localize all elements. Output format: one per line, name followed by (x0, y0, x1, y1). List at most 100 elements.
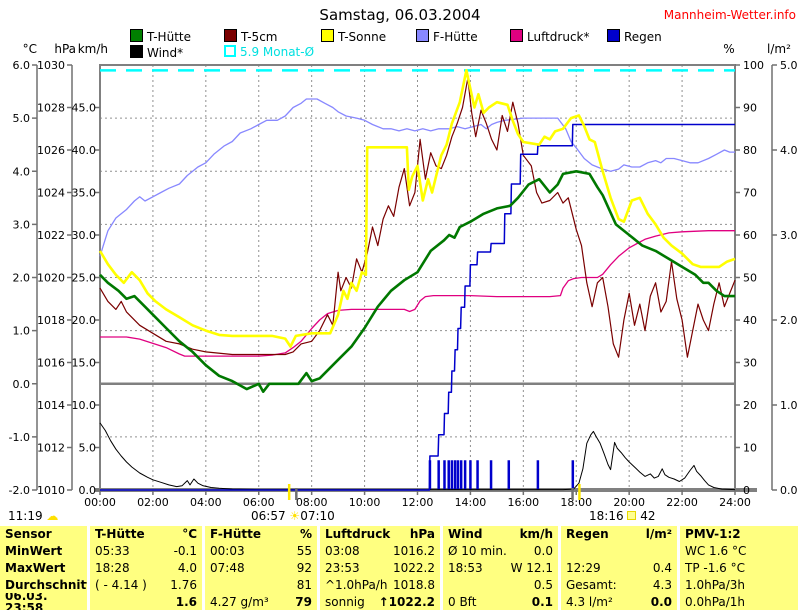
svg-text:l/m²: l/m² (767, 42, 791, 56)
series-t-h-tte (99, 170, 735, 394)
legend-item-t-sonne: T-Sonne (321, 29, 386, 44)
svg-text:4.0: 4.0 (13, 165, 31, 178)
svg-text:5.0: 5.0 (13, 112, 31, 125)
svg-text:60: 60 (743, 229, 757, 242)
sunshine-duration: 11:19 ☁︎ (8, 509, 59, 523)
table-row: Wind km/h (443, 526, 558, 543)
svg-text:10.0: 10.0 (72, 399, 97, 412)
legend-item-luftdruck-: Luftdruck* (510, 29, 590, 44)
cell-label: Durchschnitt (5, 577, 87, 592)
cell-value: 4.3 (652, 577, 672, 592)
svg-text:22:00: 22:00 (666, 496, 698, 509)
cell-value: 1.76 (170, 577, 197, 592)
svg-text:0.0: 0.0 (13, 378, 31, 391)
svg-text:2.0: 2.0 (13, 272, 31, 285)
table-row: 0.0hPa/1h (680, 593, 798, 610)
site-link[interactable]: Mannheim-Wetter.info (663, 8, 796, 22)
svg-text:1.0: 1.0 (13, 325, 31, 338)
legend-swatch-icon (416, 29, 429, 42)
column-sensor: Sensor MinWert MaxWert Durchschnitt 06.03. 2… (0, 526, 87, 610)
cell-label: 1.0hPa/3h (685, 577, 746, 592)
table-row: 1.0hPa/3h (680, 576, 798, 593)
cell-value: 1016.2 (393, 544, 435, 559)
stats-table: Sensor MinWert MaxWert Durchschnitt 06.03. 2… (0, 526, 800, 610)
svg-text:0.0: 0.0 (79, 484, 97, 497)
legend-label: T-Hütte (147, 30, 191, 44)
svg-text:25.0: 25.0 (72, 272, 97, 285)
table-row: MinWert (0, 543, 87, 560)
table-row: Durchschnitt (0, 576, 87, 593)
cell-label: Sensor (5, 527, 52, 542)
cell-label: Wind (448, 527, 483, 542)
grid (100, 65, 735, 490)
table-row: WC 1.6 °C (680, 543, 798, 560)
cell-label: 23:53 (325, 560, 360, 575)
cell-label: Regen (566, 527, 609, 542)
table-row: Luftdruck hPa (320, 526, 440, 543)
table-row: Ø 10 min. 0.0 (443, 543, 558, 560)
cell-label: 07:48 (210, 560, 245, 575)
svg-text:0: 0 (743, 484, 750, 497)
sunrise-icon: ☀︎ (289, 509, 301, 523)
svg-text:6.0: 6.0 (13, 59, 31, 72)
cell-value: % (299, 527, 312, 542)
svg-text:1.0: 1.0 (780, 399, 798, 412)
svg-text:20.0: 20.0 (72, 314, 97, 327)
cell-label: T-Hütte (95, 527, 145, 542)
svg-text:70: 70 (743, 187, 757, 200)
cell-label: 06.03. 23:58 (5, 593, 48, 610)
svg-text:14:00: 14:00 (455, 496, 487, 509)
svg-text:30: 30 (743, 357, 757, 370)
legend-label: F-Hütte (433, 30, 478, 44)
cell-value: 0.1 (531, 594, 553, 609)
column-f-h-tte: F-Hütte% 00:03 55 07:48 92 81 4.27 g/m³ 79 (205, 526, 317, 610)
series-t-sonne (98, 69, 736, 348)
svg-text:30.0: 30.0 (72, 229, 97, 242)
cell-label: 18:28 (95, 560, 130, 575)
legend-swatch-icon (510, 29, 523, 42)
svg-text:1028: 1028 (37, 102, 65, 115)
legend-label: Regen (624, 30, 662, 44)
axis-lm (771, 64, 777, 491)
table-row: MaxWert (0, 560, 87, 577)
svg-text:2.0: 2.0 (780, 314, 798, 327)
cell-label: F-Hütte (210, 527, 262, 542)
table-row: Sensor (0, 526, 87, 543)
svg-text:10:00: 10:00 (349, 496, 381, 509)
table-row: T-Hütte °C (90, 526, 202, 543)
svg-text:80: 80 (743, 144, 757, 157)
legend-label: Wind* (147, 46, 184, 60)
legend-item-t-h-tte: T-Hütte (130, 29, 191, 44)
legend-swatch-icon (607, 29, 620, 42)
cell-label: 00:03 (210, 544, 245, 559)
legend-swatch-icon (130, 45, 143, 58)
legend-item-f-h-tte: F-Hütte (416, 29, 478, 44)
svg-text:5.0: 5.0 (780, 59, 798, 72)
svg-text:0.0: 0.0 (780, 484, 798, 497)
sunset-info: 18:16 42 (589, 509, 656, 523)
legend-label: T-5cm (241, 30, 278, 44)
legend-swatch-icon (321, 29, 334, 42)
table-row: sonnig ↑1022.2 (320, 593, 440, 610)
cell-label: 0.0hPa/1h (685, 594, 746, 609)
cell-value: 0.4 (652, 560, 672, 575)
cell-value: 0.0 (533, 544, 553, 559)
cell-value: 4.0 (177, 560, 197, 575)
svg-text:06:00: 06:00 (243, 496, 275, 509)
column-t-h-tte: T-Hütte °C 05:33 -0.1 18:28 4.0 ( - 4.14 ) 1.76… (90, 526, 202, 610)
svg-text:4.0: 4.0 (780, 144, 798, 157)
svg-text:1012: 1012 (37, 442, 65, 455)
table-row: 0 Bft 0.1 (443, 593, 558, 610)
cell-label: Gesamt: (566, 577, 617, 592)
cell-label: 0 Bft (448, 594, 477, 609)
cell-label: sonnig (325, 594, 365, 609)
table-row: ( - 4.14 ) 1.76 (90, 576, 202, 593)
cell-label: 05:33 (95, 544, 130, 559)
series-luftdruck (100, 230, 735, 357)
svg-text:1022: 1022 (37, 229, 65, 242)
svg-text:1016: 1016 (37, 357, 65, 370)
svg-text:40.0: 40.0 (72, 144, 97, 157)
svg-text:20: 20 (743, 399, 757, 412)
svg-text:08:00: 08:00 (296, 496, 328, 509)
